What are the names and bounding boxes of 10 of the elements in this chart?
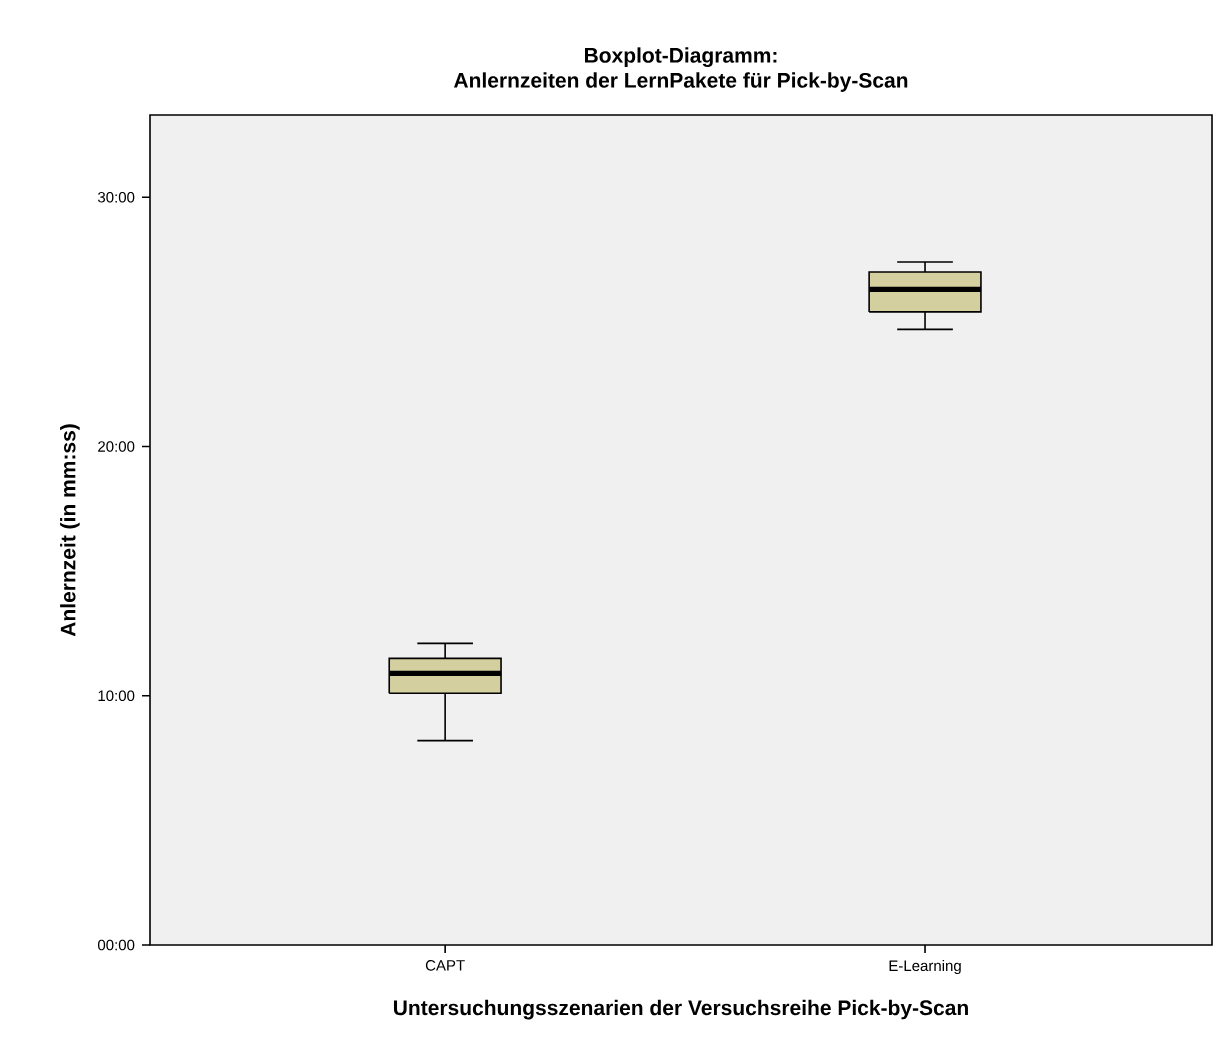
x-tick-label: CAPT <box>425 960 465 971</box>
y-axis-title: Anlernzeit (in mm:ss) <box>60 424 80 637</box>
y-tick-label: 20:00 <box>98 441 135 452</box>
x-tick-label: E-Learning <box>889 960 961 975</box>
chart-subtitle: Anlernzeiten der LernPakete für Pick-by-Scan <box>453 72 908 92</box>
y-tick-label: 30:00 <box>97 191 135 203</box>
y-tick-label: 00:00 <box>97 939 135 951</box>
x-axis-title: Untersuchungsszenarien der Versuchsreihe Pick-by-Scan <box>393 999 968 1020</box>
y-tick-label: 10:00 <box>98 690 135 702</box>
chart-title: Boxplot-Diagramm: <box>584 47 777 68</box>
